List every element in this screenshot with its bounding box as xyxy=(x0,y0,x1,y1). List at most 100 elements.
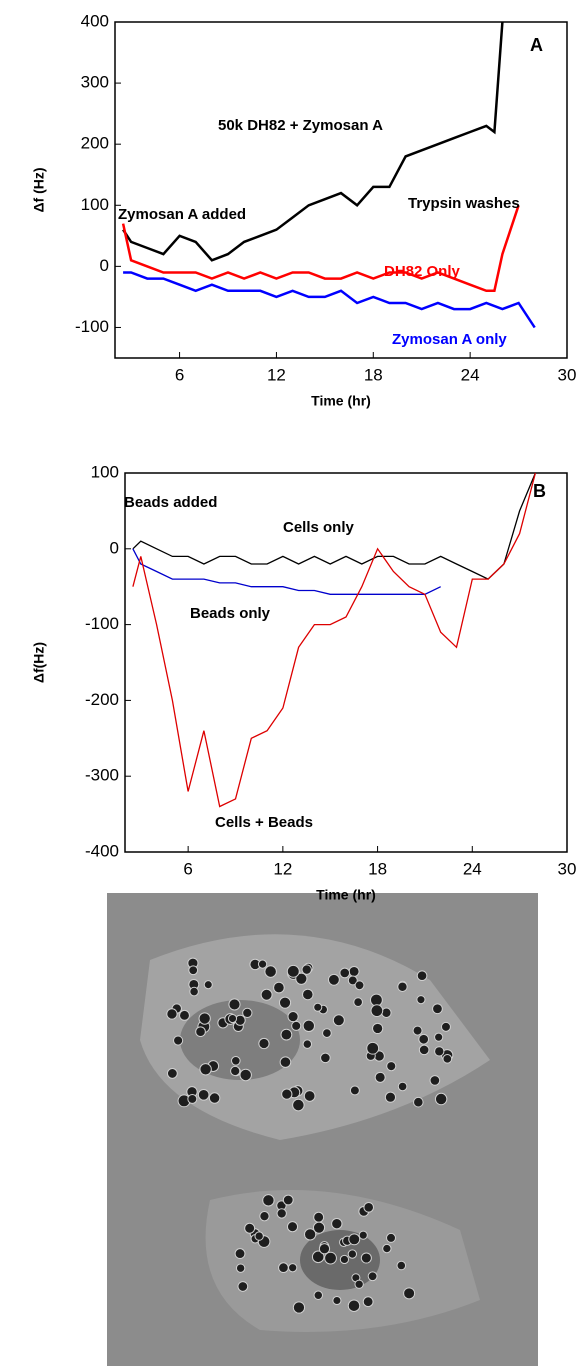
bead xyxy=(282,1194,294,1206)
bead xyxy=(320,1052,331,1064)
bead xyxy=(291,1020,302,1031)
series-label: Cells only xyxy=(283,519,355,536)
micrograph xyxy=(107,893,538,1366)
bead xyxy=(441,1021,451,1032)
bead xyxy=(166,1008,178,1020)
y-tick-label: -100 xyxy=(85,614,119,633)
annotation: Zymosan A added xyxy=(118,206,246,223)
bead xyxy=(187,1093,198,1104)
bead xyxy=(227,1013,238,1024)
bead xyxy=(384,1091,397,1103)
series-line xyxy=(123,271,536,329)
bead xyxy=(203,980,213,990)
bead xyxy=(231,1055,241,1066)
y-tick-label: 0 xyxy=(110,538,119,557)
x-tick-label: 30 xyxy=(558,859,577,878)
bead xyxy=(257,959,268,969)
bead xyxy=(278,996,292,1009)
bead xyxy=(397,981,408,992)
bead xyxy=(258,1037,270,1050)
y-tick-label: 400 xyxy=(81,11,109,30)
bead xyxy=(434,1092,448,1106)
bead xyxy=(242,1007,253,1019)
bead xyxy=(197,1089,210,1101)
bead xyxy=(288,1263,298,1273)
bead xyxy=(260,988,273,1001)
bead xyxy=(396,1260,407,1271)
bead xyxy=(254,1231,264,1241)
bead xyxy=(358,1230,368,1240)
bead xyxy=(234,1248,246,1260)
bead xyxy=(286,1221,299,1233)
bead xyxy=(412,1025,423,1036)
annotation: Beads added xyxy=(124,494,217,511)
bead xyxy=(370,1004,384,1018)
y-tick-label: -200 xyxy=(85,690,119,709)
series-line xyxy=(132,548,441,595)
bead xyxy=(244,1222,256,1234)
bead xyxy=(239,1068,252,1082)
bead xyxy=(208,1092,221,1104)
x-tick-label: 18 xyxy=(368,859,387,878)
bead xyxy=(347,1299,361,1312)
bead xyxy=(332,1295,342,1306)
bead xyxy=(362,1296,374,1308)
bead xyxy=(372,1022,384,1035)
x-tick-label: 18 xyxy=(364,365,383,384)
bead xyxy=(313,1290,323,1300)
bead xyxy=(301,964,312,975)
bead xyxy=(228,998,241,1011)
bead xyxy=(360,1252,372,1264)
bead xyxy=(313,1211,325,1223)
bead xyxy=(280,1028,293,1041)
bead xyxy=(292,1301,306,1314)
bead xyxy=(327,973,340,986)
bead xyxy=(235,1263,246,1273)
y-tick-label: 300 xyxy=(81,73,109,92)
bead xyxy=(166,1068,178,1079)
y-tick-label: -300 xyxy=(85,766,119,785)
x-tick-label: 24 xyxy=(463,859,482,878)
bead xyxy=(354,1279,364,1289)
bead xyxy=(281,1088,293,1100)
series-line xyxy=(122,21,504,262)
bead xyxy=(292,1098,305,1112)
y-tick-label: 0 xyxy=(100,256,109,275)
bead xyxy=(347,1249,358,1259)
y-tick-label: -100 xyxy=(75,317,109,336)
bead xyxy=(347,975,358,986)
bead xyxy=(374,1071,386,1083)
bead xyxy=(349,1085,360,1096)
bead xyxy=(416,970,428,982)
series-label: 50k DH82 + Zymosan A xyxy=(218,117,383,134)
bead xyxy=(279,1056,292,1068)
bead xyxy=(188,965,199,976)
bead xyxy=(442,1054,453,1064)
x-tick-label: 6 xyxy=(183,859,192,878)
bead xyxy=(318,1243,331,1255)
bead xyxy=(286,964,300,978)
bead xyxy=(302,1039,313,1049)
bead xyxy=(434,1032,444,1042)
bead xyxy=(189,986,199,997)
bead xyxy=(429,1075,441,1086)
x-axis-label: Time (hr) xyxy=(311,393,371,409)
bead xyxy=(339,1254,350,1265)
bead xyxy=(370,993,383,1007)
bead xyxy=(416,995,426,1005)
bead xyxy=(397,1081,408,1092)
beads xyxy=(166,957,454,1314)
bead xyxy=(324,1251,337,1265)
bead xyxy=(278,1262,289,1274)
series-line xyxy=(132,472,537,808)
x-axis-label: Time (hr) xyxy=(316,887,376,903)
bead xyxy=(382,1243,392,1254)
series-label: Beads only xyxy=(190,605,271,622)
annotation: Trypsin washes xyxy=(408,195,520,212)
bead xyxy=(303,1090,316,1102)
bead xyxy=(302,1019,315,1033)
bead xyxy=(413,1096,424,1108)
bead xyxy=(312,1221,326,1234)
bead xyxy=(179,1009,190,1021)
y-axis-label: Δf (Hz) xyxy=(31,167,47,212)
